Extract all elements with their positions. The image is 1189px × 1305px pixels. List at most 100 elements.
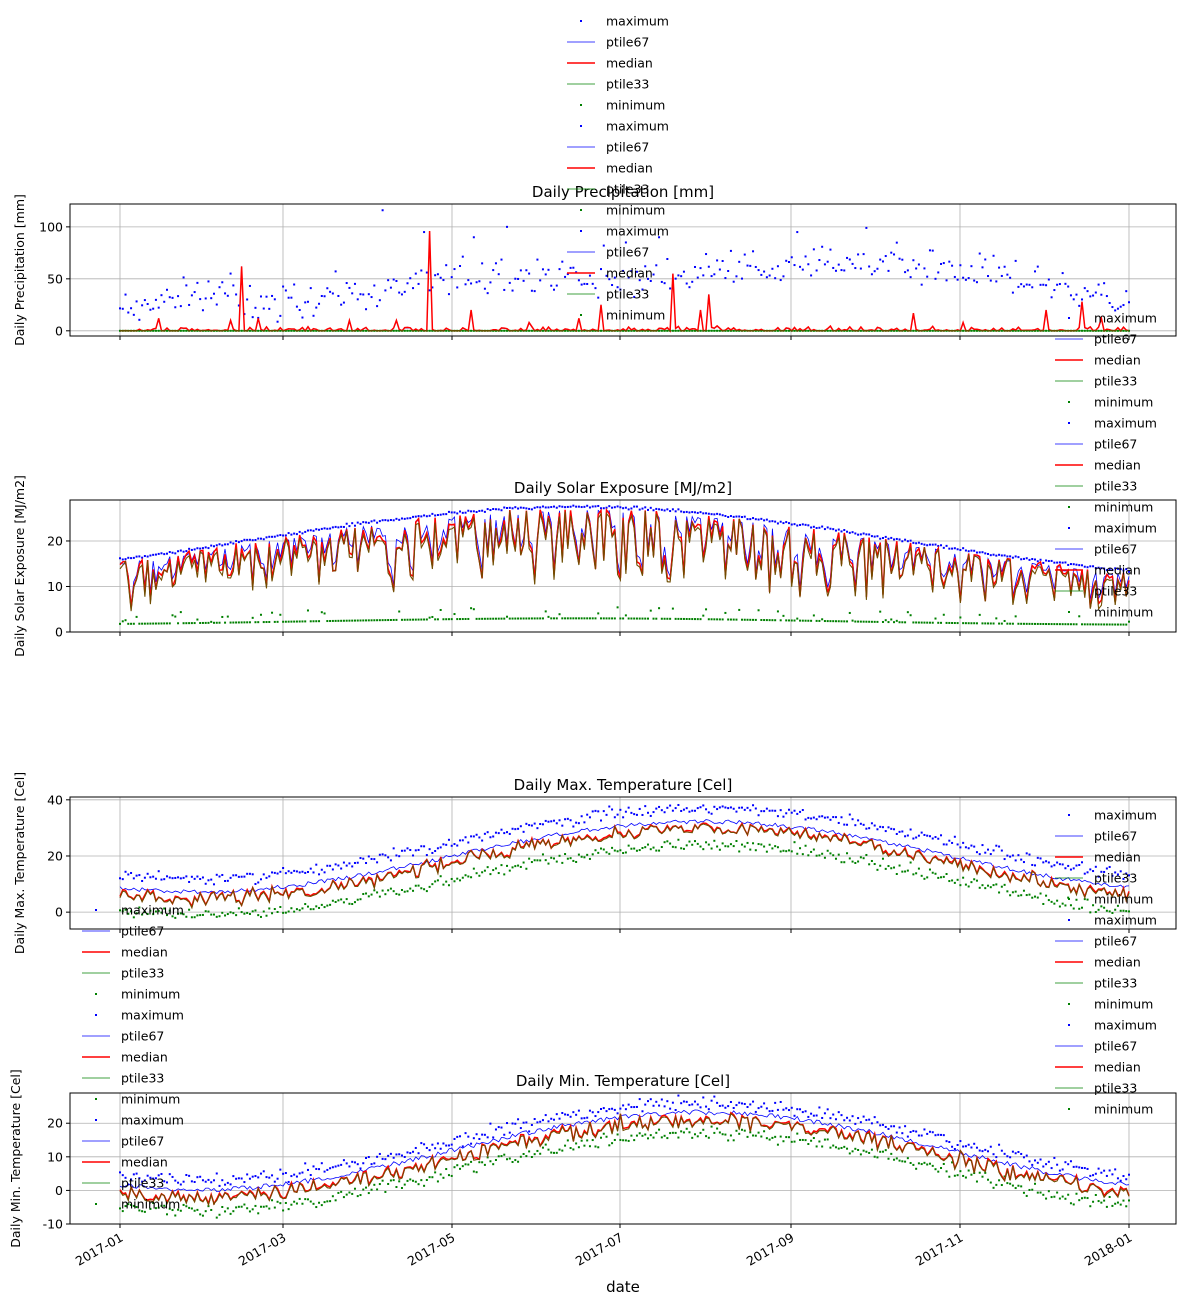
series-maximum-point <box>671 508 674 511</box>
series-maximum-point <box>627 276 630 279</box>
series-maximum-point <box>1111 306 1114 309</box>
series-maximum-point <box>934 1134 937 1137</box>
series-minimum-point <box>989 1181 992 1184</box>
series-maximum-point <box>406 847 409 850</box>
series-maximum-point <box>179 1183 182 1186</box>
series-maximum-point <box>865 827 868 830</box>
series-maximum-point <box>370 857 373 860</box>
series-maximum-point <box>746 1106 749 1109</box>
series-maximum-point <box>445 513 448 516</box>
series-maximum-point <box>790 1106 793 1109</box>
series-maximum-point <box>868 533 871 536</box>
series-maximum-point <box>893 253 896 256</box>
series-maximum-point <box>967 847 970 850</box>
series-maximum-point <box>199 547 202 550</box>
series-maximum-point <box>771 520 774 523</box>
series-minimum-point <box>246 1207 249 1210</box>
series-minimum-point <box>456 877 459 880</box>
series-minimum-point <box>705 608 708 611</box>
series-minimum-point <box>591 853 594 856</box>
series-minimum-point <box>362 1188 365 1191</box>
series-minimum-point <box>290 620 293 623</box>
series-minimum-point <box>436 879 439 882</box>
series-maximum-point <box>785 521 788 524</box>
series-maximum-point <box>754 1110 757 1113</box>
series-maximum-point <box>177 550 180 553</box>
series-minimum-point <box>862 620 865 623</box>
series-minimum-point <box>525 1155 528 1158</box>
series-maximum-point <box>1011 556 1014 559</box>
series-minimum-point <box>564 1144 567 1147</box>
series-minimum-point <box>754 849 757 852</box>
series-maximum-point <box>649 1098 652 1101</box>
series-minimum-point <box>306 609 309 612</box>
series-minimum-point <box>522 617 525 620</box>
series-maximum-point <box>666 508 669 511</box>
series-minimum-point <box>575 617 578 620</box>
series-minimum-point <box>1075 623 1078 626</box>
series-maximum-point <box>807 524 810 527</box>
series-maximum-point <box>771 267 774 270</box>
series-minimum-point <box>248 621 251 624</box>
series-maximum-point <box>406 282 409 285</box>
series-maximum-point <box>987 552 990 555</box>
series-minimum-point <box>229 621 232 624</box>
series-minimum-point <box>400 888 403 891</box>
series-maximum-point <box>478 836 481 839</box>
series-maximum-point <box>304 871 307 874</box>
series-minimum-point <box>732 1139 735 1142</box>
series-maximum-point <box>519 269 522 272</box>
series-maximum-point <box>1069 563 1072 566</box>
series-maximum-point <box>964 549 967 552</box>
series-maximum-point <box>389 519 392 522</box>
series-maximum-point <box>989 279 992 282</box>
series-minimum-point <box>312 620 315 623</box>
series-maximum-point <box>541 505 544 508</box>
series-minimum-point <box>561 861 564 864</box>
series-minimum-point <box>243 621 246 624</box>
y-axis-label: Daily Max. Temperature [Cel] <box>12 772 27 954</box>
series-maximum-point <box>226 1181 229 1184</box>
series-minimum-point <box>414 618 417 621</box>
series-maximum-point <box>600 268 603 271</box>
series-minimum-point <box>964 883 967 886</box>
series-minimum-point <box>1020 1185 1023 1188</box>
series-minimum-point <box>644 846 647 849</box>
series-maximum-point <box>199 298 202 301</box>
legend-label-median: median <box>121 945 168 960</box>
series-maximum-point <box>594 1115 597 1118</box>
series-maximum-point <box>196 281 199 284</box>
series-minimum-point <box>306 905 309 908</box>
series-minimum-point <box>823 620 826 623</box>
series-maximum-point <box>254 538 257 541</box>
series-maximum-point <box>655 507 658 510</box>
series-minimum-point <box>962 876 965 879</box>
series-maximum-point <box>873 270 876 273</box>
series-maximum-point <box>464 836 467 839</box>
series-minimum-point <box>975 622 978 625</box>
series-minimum-point <box>613 849 616 852</box>
series-maximum-point <box>450 276 453 279</box>
series-maximum-point <box>132 1173 135 1176</box>
series-minimum-point <box>622 852 625 855</box>
series-minimum-point <box>215 915 218 918</box>
series-maximum-point <box>674 277 677 280</box>
series-maximum-point <box>127 556 130 559</box>
series-minimum-point <box>412 1179 415 1182</box>
series-maximum-point <box>887 1127 890 1130</box>
series-maximum-point <box>978 1149 981 1152</box>
series-minimum-point <box>1078 907 1081 910</box>
series-maximum-point <box>467 509 470 512</box>
series-minimum-point <box>998 1179 1001 1182</box>
series-maximum-point <box>812 1114 815 1117</box>
series-maximum-point <box>1042 861 1045 864</box>
series-maximum-point <box>326 527 329 530</box>
series-minimum-point <box>539 617 542 620</box>
series-maximum-point <box>633 295 636 298</box>
series-minimum-point <box>1028 622 1031 625</box>
series-maximum-point <box>959 1140 962 1143</box>
series-minimum-point <box>337 1191 340 1194</box>
series-maximum-point <box>439 513 442 516</box>
series-minimum-point <box>301 620 304 623</box>
series-minimum-point <box>580 1139 583 1142</box>
